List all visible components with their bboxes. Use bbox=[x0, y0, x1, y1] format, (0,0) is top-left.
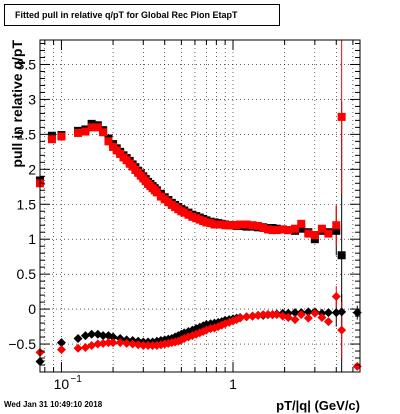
data-point-square bbox=[180, 208, 189, 217]
data-point-square bbox=[324, 229, 333, 238]
data-point-diamond bbox=[317, 312, 327, 322]
data-point-square bbox=[297, 219, 306, 228]
data-point-diamond bbox=[248, 311, 258, 321]
data-point-diamond bbox=[352, 361, 362, 371]
x-tick-exponent: −1 bbox=[70, 374, 82, 385]
data-point-diamond bbox=[290, 315, 300, 325]
data-point-square bbox=[317, 224, 326, 233]
chart-title: Fitted pull in relative q/pT for Global … bbox=[4, 4, 280, 26]
data-point-square bbox=[57, 132, 66, 141]
data-point-square bbox=[221, 221, 230, 230]
y-tick-label: −0.5 bbox=[8, 336, 36, 352]
data-point-diamond bbox=[337, 325, 347, 335]
axes: −0.5 0 0.5 1 1.5 2 2.5 3 3.5 10 −1 1 bbox=[8, 40, 360, 392]
data-point-diamond bbox=[352, 308, 362, 318]
data-point-square bbox=[81, 127, 90, 136]
data-point-diamond bbox=[108, 332, 118, 342]
data-point-diamond bbox=[73, 333, 83, 343]
data-point-square bbox=[254, 221, 263, 230]
data-point-diamond bbox=[331, 308, 341, 318]
data-point-square bbox=[291, 224, 300, 233]
data-point-square bbox=[310, 235, 319, 244]
y-tick-label: 2 bbox=[28, 161, 36, 177]
data-point-diamond bbox=[323, 308, 333, 318]
data-point-diamond bbox=[303, 307, 313, 317]
x-tick-label: 10 bbox=[54, 376, 70, 392]
data-point-square bbox=[268, 226, 277, 235]
data-point-square bbox=[202, 218, 211, 227]
data-point-diamond bbox=[122, 338, 132, 348]
data-point-diamond bbox=[331, 292, 341, 302]
data-point-square bbox=[337, 112, 346, 121]
data-point-square bbox=[310, 231, 319, 240]
data-point-diamond bbox=[103, 338, 113, 348]
data-point-diamond bbox=[310, 308, 320, 318]
data-point-diamond bbox=[283, 312, 293, 322]
data-point-square bbox=[47, 135, 56, 144]
data-point-square bbox=[104, 137, 113, 146]
y-tick-label: 1.5 bbox=[17, 196, 37, 212]
data-point-square bbox=[93, 123, 102, 132]
data-point-square bbox=[259, 224, 268, 233]
data-point-square bbox=[284, 226, 293, 235]
timestamp: Wed Jan 31 10:49:10 2018 bbox=[4, 400, 103, 409]
data-point-diamond bbox=[272, 310, 282, 320]
data-point-diamond bbox=[98, 331, 108, 341]
data-point-diamond bbox=[258, 310, 268, 320]
grid bbox=[40, 40, 360, 372]
data-point-square bbox=[332, 221, 341, 230]
y-tick-label: 3.5 bbox=[17, 56, 37, 72]
data-point-diamond bbox=[87, 340, 97, 350]
data-point-diamond bbox=[115, 338, 125, 348]
data-point-diamond bbox=[242, 312, 252, 322]
data-point-square bbox=[74, 128, 83, 137]
data-point-diamond bbox=[337, 307, 347, 317]
data-point-diamond bbox=[98, 338, 108, 348]
x-tick-label: 1 bbox=[229, 376, 237, 392]
data-point-diamond bbox=[303, 313, 313, 323]
y-tick-label: 0.5 bbox=[17, 266, 37, 282]
data-point-diamond bbox=[87, 329, 97, 339]
data-point-square bbox=[242, 220, 251, 229]
data-point-square bbox=[152, 188, 161, 197]
x-axis-label: pT/|q| (GeV/c) bbox=[276, 398, 360, 413]
data-point-square bbox=[272, 226, 281, 235]
data-point-square bbox=[278, 225, 287, 234]
data-markers bbox=[35, 112, 362, 371]
data-point-square bbox=[248, 221, 257, 230]
y-tick-label: 3 bbox=[28, 91, 36, 107]
data-point-square bbox=[337, 251, 346, 260]
y-tick-label: 0 bbox=[28, 301, 36, 317]
data-point-diamond bbox=[128, 339, 138, 349]
plot-frame bbox=[39, 39, 361, 373]
data-point-diamond bbox=[93, 339, 103, 349]
y-tick-label: 1 bbox=[28, 231, 36, 247]
error-bars bbox=[335, 40, 358, 372]
data-point-square bbox=[264, 225, 273, 234]
data-point-square bbox=[87, 123, 96, 132]
y-tick-label: 2.5 bbox=[17, 126, 37, 142]
data-point-diamond bbox=[323, 317, 333, 327]
data-point-diamond bbox=[80, 331, 90, 341]
data-point-diamond bbox=[263, 310, 273, 320]
data-point-square bbox=[332, 226, 341, 235]
data-point-diamond bbox=[56, 338, 66, 348]
data-point-square bbox=[304, 229, 313, 238]
data-point-square bbox=[297, 224, 306, 233]
data-point-diamond bbox=[138, 340, 148, 350]
data-point-square bbox=[99, 128, 108, 137]
data-point-diamond bbox=[56, 345, 66, 355]
y-axis-label: pull in relative q/pT bbox=[9, 40, 25, 168]
data-point-diamond bbox=[143, 340, 153, 350]
data-point-diamond bbox=[108, 338, 118, 348]
data-point-diamond bbox=[73, 343, 83, 353]
data-point-diamond bbox=[296, 310, 306, 320]
data-point-diamond bbox=[235, 313, 245, 323]
